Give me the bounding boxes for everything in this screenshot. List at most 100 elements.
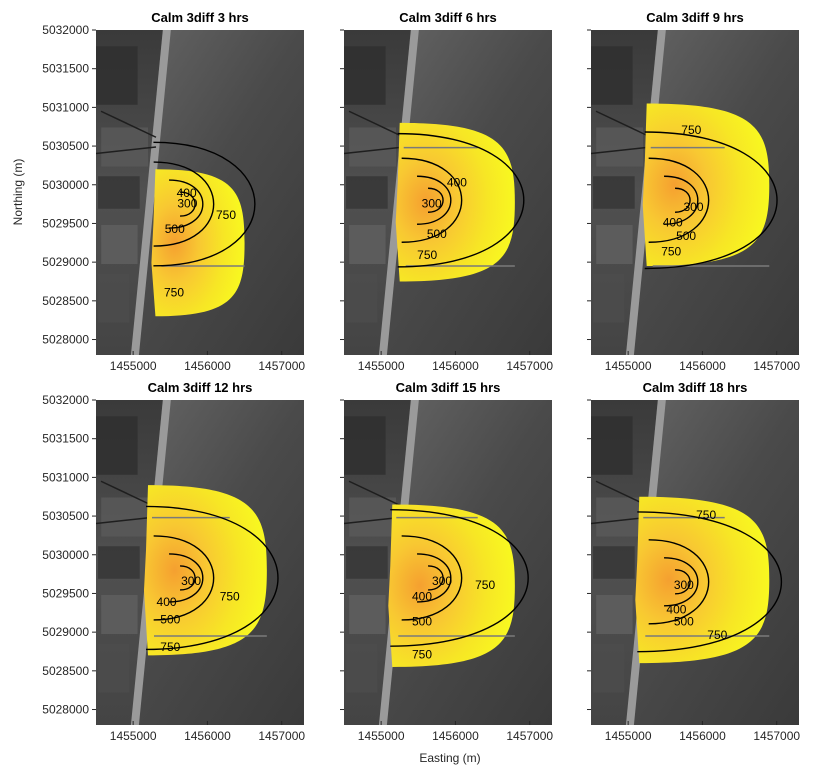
y-tick-label: 5032000 [42,23,89,37]
road-line [348,480,405,508]
contour-line-750 [644,131,778,270]
land-field-patch [98,273,130,323]
x-tick-label: 1457000 [506,729,553,743]
land-field-patch [98,176,140,209]
x-tick-label: 1455000 [110,359,157,373]
contour-label: 300 [177,196,197,210]
contour-line-400 [664,175,699,225]
panel-title: Calm 3diff 6 hrs [399,10,497,25]
y-tick-label: 5031500 [42,432,89,446]
contour-line-500 [401,535,463,621]
contour-line-300 [675,187,691,213]
contour-label: 750 [164,285,184,299]
x-axis-label: Easting (m) [419,751,480,765]
land-field-patch [593,176,635,209]
y-tick-label: 5029500 [42,586,89,600]
contour-label: 750 [417,248,437,262]
x-tick-label: 1455000 [358,359,405,373]
land-field-patch [101,595,138,634]
land-field-patch [349,127,396,167]
contour-label: 750 [707,628,727,642]
contour-line-300 [675,569,691,595]
contour-label: 300 [181,574,201,588]
land-field-patch [591,46,633,105]
road-line [100,110,157,138]
x-tick-label: 1455000 [605,359,652,373]
land-field-patch [593,643,625,693]
contour-label: 750 [160,640,180,654]
land-field-patch [98,643,130,693]
contour-label: 300 [674,578,694,592]
x-tick-label: 1456000 [432,729,479,743]
y-tick-label: 5028500 [42,294,89,308]
contour-line-500 [401,157,463,243]
contour-label: 400 [412,589,432,603]
contour-label: 300 [422,196,442,210]
land-field-patch [101,497,148,537]
x-tick-label: 1455000 [358,729,405,743]
land-field-patch [591,416,633,475]
concentration-field [642,103,770,267]
x-tick-label: 1456000 [679,729,726,743]
panel-title: Calm 3diff 15 hrs [396,380,501,395]
x-tick-label: 1456000 [184,729,231,743]
y-tick-label: 5030000 [42,178,89,192]
contour-line-300 [180,565,196,591]
y-tick-label: 5030500 [42,509,89,523]
contour-label: 750 [681,123,701,137]
contour-line-500 [648,157,710,243]
road-line [591,146,652,155]
panel-title: Calm 3diff 3 hrs [151,10,249,25]
road-line [100,480,157,508]
land-field-patch [593,546,635,579]
road-line [96,516,157,525]
y-tick-label: 5028000 [42,703,89,717]
land-field-patch [101,225,138,264]
contour-line-400 [169,179,204,229]
contour-line-400 [417,553,452,603]
concentration-field [144,485,267,656]
x-tick-label: 1455000 [605,729,652,743]
contour-label: 400 [666,603,686,617]
contour-line-400 [417,175,452,225]
y-tick-label: 5028500 [42,664,89,678]
x-tick-label: 1456000 [184,359,231,373]
land-field-patch [344,416,386,475]
y-tick-label: 5030000 [42,548,89,562]
road-line [344,146,405,155]
contour-line-300 [428,565,444,591]
y-tick-label: 5029000 [42,625,89,639]
contour-line-400 [169,553,204,603]
contour-label: 400 [177,186,197,200]
panel-title: Calm 3diff 18 hrs [643,380,748,395]
y-axis-label: Northing (m) [11,159,25,226]
road-line [96,146,157,155]
land-field-patch [346,176,388,209]
contour-line-300 [428,187,444,213]
contour-label: 500 [412,614,432,628]
contour-label: 500 [674,614,694,628]
x-tick-label: 1456000 [679,359,726,373]
x-tick-label: 1457000 [258,729,305,743]
y-tick-label: 5029500 [42,216,89,230]
land-field-patch [346,546,388,579]
contour-line-750 [153,141,256,267]
land-field-patch [98,546,140,579]
land-field-patch [349,497,396,537]
land-field-patch [101,127,148,167]
x-tick-label: 1457000 [506,359,553,373]
y-tick-label: 5030500 [42,139,89,153]
contour-label: 750 [412,648,432,662]
x-tick-label: 1455000 [110,729,157,743]
x-tick-label: 1457000 [753,359,800,373]
concentration-field [151,169,245,317]
concentration-field [395,122,515,282]
contour-line-300 [180,191,196,217]
panel-title: Calm 3diff 9 hrs [646,10,744,25]
panel-2: 300 400 500 750 Calm 3diff 6 hrs 1455000 14560… [340,10,553,373]
contour-label: 400 [447,175,467,189]
contour-line-750 [637,511,782,653]
